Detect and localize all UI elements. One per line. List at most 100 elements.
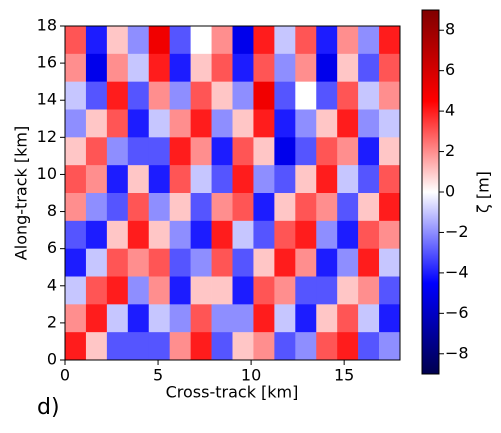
heatmap-cell <box>358 248 380 277</box>
colorbar-tick-label: 4 <box>445 101 455 120</box>
heatmap-cell <box>232 165 254 194</box>
y-tick-label: 4 <box>47 275 57 294</box>
heatmap-cell <box>65 165 87 194</box>
heatmap-cell <box>148 304 170 333</box>
heatmap-cell <box>379 165 401 194</box>
heatmap-cell <box>274 109 296 138</box>
heatmap-cell <box>253 81 275 110</box>
heatmap-cell <box>190 193 212 222</box>
heatmap-cell <box>106 109 129 138</box>
heatmap-cell <box>274 220 296 249</box>
heatmap-cell <box>274 53 296 82</box>
heatmap-cell <box>253 109 275 138</box>
x-tick-label: 5 <box>153 366 163 385</box>
heatmap-cell <box>127 109 150 138</box>
heatmap-cell <box>106 165 129 194</box>
heatmap-cell <box>232 26 254 55</box>
heatmap-cell <box>169 165 191 194</box>
heatmap-cell <box>358 220 380 249</box>
heatmap-cell <box>295 220 317 249</box>
heatmap-cell <box>358 137 380 166</box>
heatmap-cell <box>232 53 254 82</box>
heatmap-cell <box>337 81 359 110</box>
heatmap-cell <box>316 220 338 249</box>
y-tick-label: 18 <box>37 16 57 35</box>
heatmap-cell <box>274 304 296 333</box>
heatmap-cell <box>337 109 359 138</box>
heatmap-cell <box>274 137 296 166</box>
heatmap-cell <box>106 81 129 110</box>
colorbar-tick-label: −4 <box>445 262 469 281</box>
heatmap-cell <box>379 220 401 249</box>
heatmap-cell <box>316 26 338 55</box>
heatmap-cell <box>379 81 401 110</box>
heatmap-cell <box>274 193 296 222</box>
heatmap-cell <box>232 137 254 166</box>
heatmap-cell <box>127 81 150 110</box>
heatmap-cell <box>190 248 212 277</box>
y-tick-label: 0 <box>47 350 57 369</box>
heatmap-cell <box>106 137 129 166</box>
heatmap-cell <box>127 193 150 222</box>
heatmap-cell <box>232 193 254 222</box>
heatmap-cell <box>295 165 317 194</box>
heatmap-cell <box>65 193 87 222</box>
heatmap-cell <box>232 304 254 333</box>
heatmap-cell <box>148 276 170 305</box>
heatmap-cell <box>127 53 150 82</box>
heatmap-cell <box>85 109 108 138</box>
heatmap-cell <box>65 137 87 166</box>
heatmap-cell <box>127 276 150 305</box>
heatmap-cell <box>253 220 275 249</box>
heatmap-cell <box>190 53 212 82</box>
heatmap-cell <box>85 248 108 277</box>
heatmap-cell <box>379 193 401 222</box>
heatmap-cell <box>85 165 108 194</box>
heatmap-cell <box>169 220 191 249</box>
x-tick-label: 10 <box>241 366 261 385</box>
heatmap-cell <box>127 220 150 249</box>
heatmap-cell <box>190 26 212 55</box>
heatmap-cell <box>316 276 338 305</box>
heatmap-cell <box>85 81 108 110</box>
heatmap-cell <box>106 193 129 222</box>
heatmap-cell <box>379 248 401 277</box>
heatmap-cell <box>295 276 317 305</box>
heatmap-cell <box>148 332 170 361</box>
heatmap-cell <box>169 137 191 166</box>
heatmap-cell <box>65 220 87 249</box>
heatmap-cell <box>358 276 380 305</box>
heatmap-cell <box>316 53 338 82</box>
panel-label: d) <box>37 395 60 420</box>
heatmap-cell <box>316 165 338 194</box>
heatmap-cell <box>211 26 233 55</box>
heatmap-cell <box>190 137 212 166</box>
heatmap-cell <box>253 137 275 166</box>
heatmap-cell <box>211 109 233 138</box>
heatmap-cell <box>65 332 87 361</box>
heatmap-cell <box>211 137 233 166</box>
heatmap-cell <box>190 304 212 333</box>
heatmap-cell <box>337 137 359 166</box>
heatmap-cell <box>65 248 87 277</box>
heatmap-cell <box>232 248 254 277</box>
heatmap-cell <box>253 276 275 305</box>
heatmap-cell <box>316 332 338 361</box>
heatmap-cell <box>211 193 233 222</box>
heatmap-cell <box>379 109 401 138</box>
heatmap-cell <box>253 193 275 222</box>
heatmap-cell <box>337 165 359 194</box>
heatmap-cell <box>253 165 275 194</box>
x-tick-label: 0 <box>60 366 70 385</box>
heatmap-cell <box>190 109 212 138</box>
heatmap-cell <box>253 53 275 82</box>
heatmap-cell <box>85 137 108 166</box>
heatmap-cell <box>190 276 212 305</box>
heatmap-cell <box>316 304 338 333</box>
heatmap-cell <box>85 276 108 305</box>
heatmap-cell <box>232 276 254 305</box>
heatmap-cell <box>169 193 191 222</box>
heatmap-cell <box>379 53 401 82</box>
heatmap-cell <box>337 276 359 305</box>
heatmap-cell <box>106 304 129 333</box>
